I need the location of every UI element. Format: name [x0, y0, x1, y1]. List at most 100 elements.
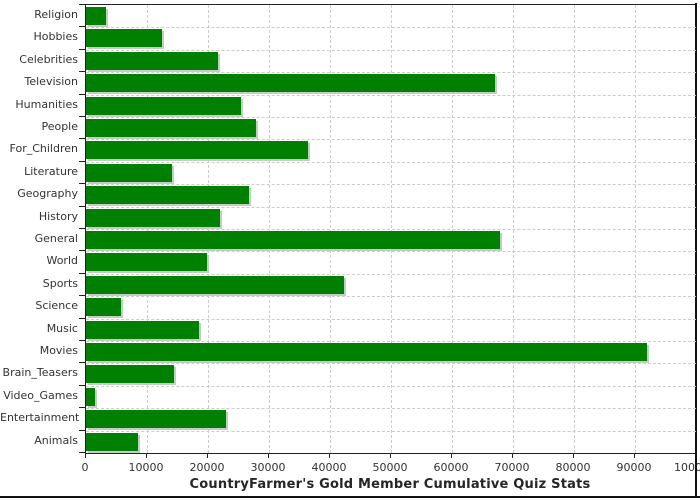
bar-video_games	[86, 387, 96, 406]
x-tick-label: 80000	[555, 461, 591, 474]
gridline-horizontal	[86, 385, 696, 387]
gridline-horizontal	[86, 184, 696, 186]
category-label: Video_Games	[3, 388, 78, 402]
chart-title: CountryFarmer's Gold Member Cumulative Q…	[189, 477, 591, 492]
bar-religion	[86, 7, 107, 25]
category-label: Celebrities	[19, 52, 78, 66]
x-tick-label: 20000	[189, 461, 225, 474]
bar-science	[86, 298, 121, 317]
gridline-horizontal	[86, 139, 696, 141]
x-tick-mark	[634, 453, 635, 458]
bar-humanities	[86, 96, 241, 115]
gridline-horizontal	[86, 430, 696, 432]
category-label: Religion	[34, 8, 78, 21]
x-tick-mark	[512, 453, 513, 458]
y-tick-mark	[79, 138, 85, 140]
x-tick-label: 70000	[494, 461, 530, 474]
category-label: Sports	[42, 276, 78, 290]
y-tick-mark	[79, 4, 85, 5]
category-label: General	[34, 232, 78, 245]
x-tick-label: 90000	[616, 461, 652, 474]
bar-general	[86, 231, 500, 249]
category-label: For_Children	[9, 142, 78, 156]
y-tick-mark	[79, 183, 85, 185]
category-label: Humanities	[15, 97, 78, 111]
y-tick-mark	[79, 71, 85, 73]
y-tick-mark	[79, 228, 85, 229]
category-label: Television	[24, 75, 79, 89]
category-label: Movies	[39, 344, 78, 357]
y-tick-mark	[79, 295, 85, 297]
x-tick-label: 60000	[433, 461, 469, 474]
bar-movies	[86, 343, 648, 361]
x-tick-label: 10000	[128, 461, 164, 474]
y-tick-mark	[79, 26, 85, 28]
x-tick-mark	[329, 453, 330, 458]
gridline-horizontal	[86, 117, 696, 118]
category-label: Science	[35, 299, 78, 313]
bar-for_children	[86, 141, 309, 160]
category-label: Literature	[24, 164, 78, 178]
bar-television	[86, 74, 495, 93]
gridline-horizontal	[86, 408, 696, 410]
x-tick-label: 30000	[250, 461, 286, 474]
bar-sports	[86, 275, 345, 294]
gridline-horizontal	[86, 363, 696, 365]
category-label: Animals	[34, 433, 78, 447]
x-tick-mark	[573, 453, 574, 458]
y-tick-mark	[79, 116, 85, 117]
bar-literature	[86, 163, 172, 182]
y-tick-mark	[79, 205, 85, 207]
window-bottom-border	[0, 496, 700, 498]
window-right-border	[695, 3, 697, 498]
x-tick-mark	[268, 453, 269, 458]
bar-celebrities	[86, 51, 219, 70]
plot-area	[85, 4, 697, 454]
gridline-horizontal	[86, 206, 696, 208]
gridline-horizontal	[86, 273, 696, 275]
gridline-horizontal	[86, 229, 696, 230]
x-tick-label: 40000	[311, 461, 347, 474]
bar-hobbies	[86, 29, 163, 48]
gridline-horizontal	[86, 27, 696, 29]
gridline-horizontal	[86, 296, 696, 298]
bar-people	[86, 119, 257, 137]
gridline-horizontal	[86, 72, 696, 74]
x-tick-mark	[451, 453, 452, 458]
category-label: People	[41, 120, 78, 133]
y-tick-mark	[79, 362, 85, 364]
y-tick-mark	[79, 429, 85, 431]
gridline-horizontal	[86, 318, 696, 320]
bar-entertainment	[86, 410, 227, 429]
y-tick-mark	[79, 272, 85, 274]
x-tick-mark	[207, 453, 208, 458]
category-label: Entertainment	[0, 411, 80, 425]
gridline-horizontal	[86, 161, 696, 163]
x-tick-mark	[146, 453, 147, 458]
y-tick-mark	[79, 160, 85, 162]
bar-geography	[86, 186, 249, 205]
y-tick-mark	[79, 340, 85, 341]
bar-music	[86, 320, 199, 339]
y-tick-mark	[79, 48, 85, 50]
gridline-horizontal	[86, 341, 696, 342]
y-tick-mark	[79, 317, 85, 319]
category-label: Hobbies	[33, 30, 78, 44]
x-tick-mark	[85, 453, 86, 458]
category-label: Geography	[17, 187, 78, 201]
x-tick-label: 100000	[674, 461, 700, 474]
bar-brain_teasers	[86, 365, 174, 384]
y-tick-mark	[79, 250, 85, 252]
bar-world	[86, 253, 207, 272]
gridline-horizontal	[86, 49, 696, 51]
category-label: Music	[46, 321, 78, 335]
gridline-horizontal	[86, 251, 696, 253]
y-tick-mark	[79, 93, 85, 95]
x-tick-label: 0	[81, 461, 89, 474]
category-label: Brain_Teasers	[2, 366, 78, 380]
category-label: World	[46, 254, 78, 268]
bar-history	[86, 208, 220, 227]
gridline-horizontal	[86, 94, 696, 96]
y-tick-mark	[79, 407, 85, 409]
